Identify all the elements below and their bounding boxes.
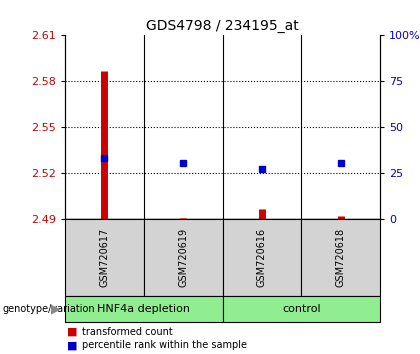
- Text: transformed count: transformed count: [82, 327, 173, 337]
- Text: control: control: [282, 304, 320, 314]
- Bar: [223, 296, 380, 322]
- Text: HNF4a depletion: HNF4a depletion: [97, 304, 190, 314]
- Bar: [144, 219, 223, 296]
- Bar: [302, 219, 380, 296]
- Text: ■: ■: [67, 327, 78, 337]
- Text: genotype/variation: genotype/variation: [2, 304, 95, 314]
- Bar: [65, 219, 144, 296]
- Text: ■: ■: [67, 340, 78, 350]
- Text: GSM720619: GSM720619: [178, 228, 188, 287]
- Text: GSM720618: GSM720618: [336, 228, 346, 287]
- Text: GSM720616: GSM720616: [257, 228, 267, 287]
- Bar: [65, 296, 223, 322]
- Text: percentile rank within the sample: percentile rank within the sample: [82, 340, 247, 350]
- Text: ▶: ▶: [51, 302, 61, 315]
- Bar: [223, 219, 302, 296]
- Text: GSM720617: GSM720617: [100, 228, 110, 287]
- Title: GDS4798 / 234195_at: GDS4798 / 234195_at: [146, 19, 299, 33]
